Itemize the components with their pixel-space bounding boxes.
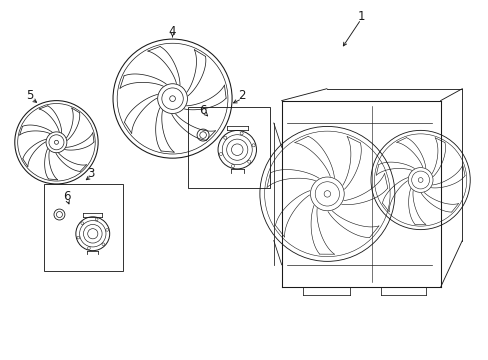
Text: 6: 6: [199, 104, 206, 117]
Bar: [188, 107, 269, 188]
Text: 5: 5: [26, 89, 33, 102]
Text: 4: 4: [168, 24, 176, 38]
Text: 6: 6: [62, 190, 70, 203]
Text: 1: 1: [357, 10, 364, 23]
Text: 2: 2: [238, 89, 245, 102]
Bar: [43, 184, 122, 271]
Text: 3: 3: [87, 167, 95, 180]
